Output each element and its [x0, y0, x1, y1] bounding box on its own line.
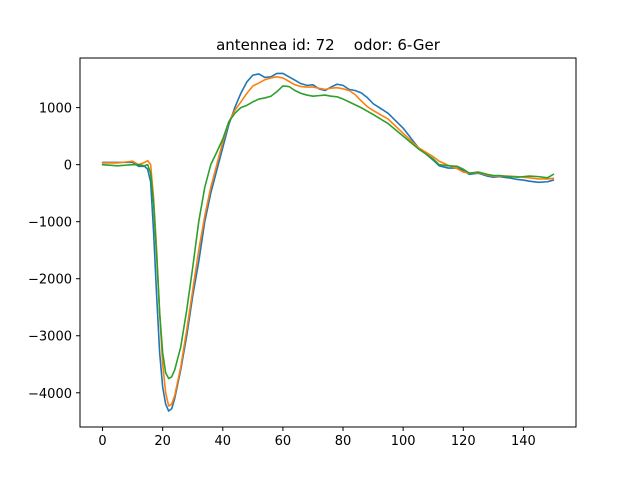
x-tick-label: 60	[275, 434, 292, 449]
x-tick-label: 120	[451, 434, 476, 449]
x-tick-label: 20	[154, 434, 171, 449]
x-tick-label: 80	[335, 434, 352, 449]
chart-title: antennea id: 72 odor: 6-Ger	[216, 36, 441, 54]
x-tick-label: 0	[98, 434, 106, 449]
series-line-3	[101, 85, 555, 380]
y-tick-label: 1000	[39, 102, 72, 117]
y-tick-label: 0	[64, 159, 72, 174]
y-tick-label: −1000	[28, 216, 72, 231]
y-axis: −4000 −3000 −2000 −1000 0 1000	[28, 102, 80, 402]
series-layer	[101, 72, 555, 412]
plot-area-frame	[79, 57, 577, 428]
x-tick-label: 140	[511, 434, 536, 449]
x-axis: 0 20 40 60 80 100 120 140	[98, 427, 536, 449]
x-tick-label: 100	[391, 434, 416, 449]
x-tick-label: 40	[215, 434, 232, 449]
y-tick-label: −2000	[28, 273, 72, 288]
y-tick-label: −3000	[28, 330, 72, 345]
y-tick-label: −4000	[28, 387, 72, 402]
